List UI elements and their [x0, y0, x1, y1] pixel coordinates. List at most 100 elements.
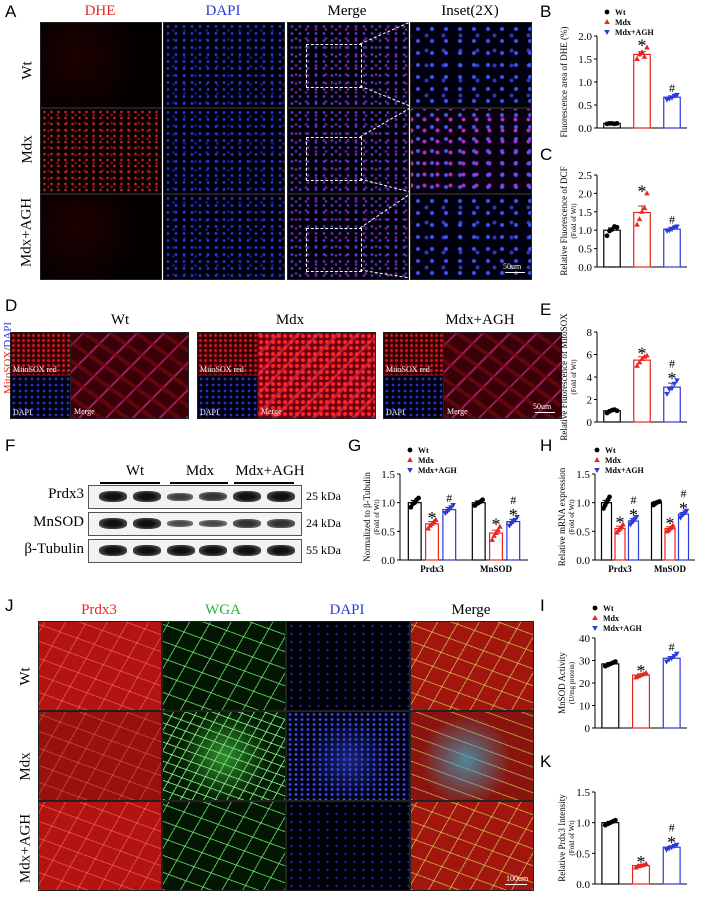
significance-mark: * [629, 505, 638, 525]
legend-marker [604, 9, 610, 15]
j-col-prdx3: Prdx3 [81, 602, 117, 618]
data-point [670, 522, 676, 528]
scale-bar-a [505, 272, 525, 273]
d-group-wt: Wt [110, 312, 130, 328]
y-axis-label: MnSOD Activity [557, 652, 567, 714]
panel-letter-e: E [540, 300, 552, 319]
j-col-dapi: DAPI [329, 602, 365, 618]
data-point [669, 227, 675, 233]
col-title-dhe: DHE [84, 3, 116, 19]
f-protein-tubulin: β-Tubulin [24, 541, 84, 557]
legend-marker [592, 605, 598, 611]
data-point [450, 502, 456, 508]
significance-mark: # [510, 493, 516, 507]
f-group-bar-agh [234, 482, 294, 484]
legend-marker [594, 447, 600, 453]
data-point [674, 378, 680, 384]
significance-mark: * [637, 661, 646, 681]
image-a-wt-dhe [40, 22, 162, 108]
j-row-wt: Wt [17, 667, 34, 686]
image-d-wt-merge: Merge [70, 332, 189, 419]
j-col-merge: Merge [451, 602, 491, 618]
y-tick-label: 0 [587, 417, 593, 429]
y-axis-sublabel: (Fold of Wt) [568, 499, 576, 535]
data-point [614, 224, 620, 230]
significance-mark: * [428, 508, 437, 528]
x-tick-label: Prdx3 [608, 564, 632, 574]
image-d-wt-mitosox: MitoSOX red [10, 332, 71, 376]
y-tick-label: 0.0 [576, 555, 590, 567]
data-point [489, 536, 495, 542]
j-row-mdx: Mdx [17, 752, 34, 781]
chart-g: 0.0 0.5 1.0 1.5 Normalized to β-Tubulin (Fold… [352, 436, 542, 591]
data-point [673, 651, 680, 657]
y-tick-label: 4 [587, 372, 593, 384]
d-group-mdx: Mdx [275, 312, 305, 328]
data-point [663, 659, 670, 665]
image-a-mdx-dhe [40, 108, 162, 194]
y-tick-label: 1.5 [578, 54, 592, 66]
x-tick-label: Prdx3 [420, 564, 444, 574]
data-point [643, 860, 649, 866]
data-point [674, 92, 680, 98]
scale-text-d: 50um [533, 402, 552, 411]
y-tick-label: 0.0 [381, 555, 395, 567]
image-d-agh-dapi: DAPI [383, 375, 444, 419]
y-tick-label: 2.0 [578, 188, 592, 200]
data-point [614, 121, 620, 126]
y-tick-label: 8 [587, 327, 593, 339]
chart-h: 0.0 0.5 1.0 1.5 Relative mRNA expression (Fol… [545, 436, 705, 591]
data-point [636, 359, 643, 365]
legend-label: Mdx [615, 18, 631, 27]
y-axis-label: Relative Fluorescence of MitoSOX [559, 313, 569, 441]
col-title-inset: Inset(2X) [441, 3, 499, 19]
data-point [639, 49, 645, 55]
f-group-agh: Mdx+AGH [235, 463, 305, 479]
image-j-agh-prdx3 [38, 801, 162, 891]
panel-letter-j: J [5, 596, 14, 615]
significance-mark: # [631, 493, 637, 507]
y-tick-label: 1.0 [576, 818, 590, 830]
y-axis-label: Fluorescence area of DHE (%) [559, 27, 569, 138]
significance-mark: * [637, 852, 646, 872]
inset-box-agh [306, 228, 362, 272]
scale-text-a: 50um [503, 262, 522, 271]
bar [677, 513, 690, 561]
y-axis-sublabel: (Fold of Wt) [568, 820, 576, 856]
f-protein-prdx3: Prdx3 [48, 486, 84, 502]
image-d-wt-dapi: DAPI [10, 375, 71, 419]
significance-mark: # [681, 487, 687, 501]
data-point [636, 216, 643, 222]
image-d-mdx-mitosox: MitoSOX red [197, 332, 258, 376]
legend-marker [407, 447, 413, 453]
significance-mark: * [638, 181, 647, 201]
panel-letter-a: A [5, 2, 17, 21]
image-a-mdx-inset [410, 108, 532, 194]
legend-marker [592, 626, 598, 631]
significance-mark: # [669, 213, 675, 227]
image-j-agh-dapi [286, 801, 410, 891]
image-a-wt-inset [410, 22, 532, 108]
j-row-agh: Mdx+AGH [17, 813, 34, 884]
data-point [512, 517, 518, 523]
y-tick-label: 30 [579, 656, 591, 668]
y-tick-label: 1.5 [381, 469, 395, 481]
legend-label: Wt [418, 446, 429, 455]
blot-tubulin [88, 539, 302, 563]
y-tick-label: 20 [579, 678, 591, 690]
data-point [668, 656, 675, 662]
bar [627, 520, 640, 561]
x-tick-label: MnSOD [654, 564, 687, 574]
significance-mark: * [668, 368, 677, 388]
data-point [612, 817, 618, 823]
data-point [604, 233, 610, 239]
legend-marker [592, 615, 598, 620]
data-point [612, 659, 618, 665]
legend-label: Mdx [605, 456, 621, 465]
y-tick-label: 0.5 [381, 526, 395, 538]
y-tick-label: 40 [579, 633, 591, 645]
y-tick-label: 1.0 [381, 498, 395, 510]
data-point [433, 516, 439, 522]
data-point [644, 44, 650, 50]
significance-mark: * [492, 515, 501, 535]
